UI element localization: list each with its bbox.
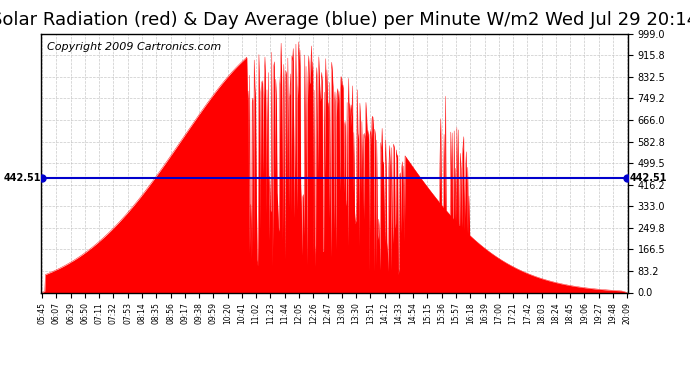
Text: 442.51: 442.51 <box>629 173 667 183</box>
Text: Solar Radiation (red) & Day Average (blue) per Minute W/m2 Wed Jul 29 20:14: Solar Radiation (red) & Day Average (blu… <box>0 11 690 29</box>
Text: Copyright 2009 Cartronics.com: Copyright 2009 Cartronics.com <box>47 42 221 51</box>
Text: 442.51: 442.51 <box>3 173 41 183</box>
